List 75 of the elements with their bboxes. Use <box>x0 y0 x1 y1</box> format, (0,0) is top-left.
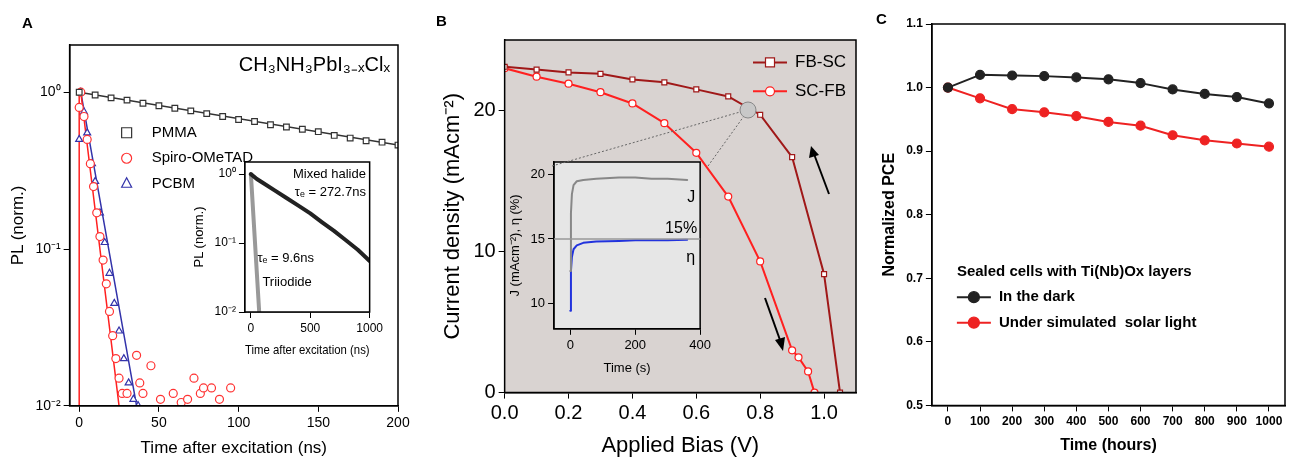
ref-line-label: 15% <box>665 219 698 237</box>
x-tick-label: 0.6 <box>682 401 711 424</box>
x-tick-label: 400 <box>689 337 712 353</box>
x-tick-label: 0.4 <box>618 401 647 424</box>
y-tick-label: 1.0 <box>906 79 924 94</box>
y-tick-label: 10 <box>530 294 546 310</box>
x-tick-label: 0.2 <box>554 401 583 424</box>
annotation: Mixed halide <box>292 166 366 182</box>
x-tick-label: 0.8 <box>746 401 775 424</box>
x-tick-label: 800 <box>1194 413 1216 428</box>
y-tick-label: 10⁻¹ <box>214 235 236 250</box>
legend-label: Spiro-OMeTAD <box>151 148 254 166</box>
y-tick-label: 10 <box>473 239 496 262</box>
series-label: η <box>686 248 696 266</box>
y-axis-title: PL (norm.) <box>191 206 207 268</box>
x-tick-label: 1000 <box>1255 413 1283 428</box>
x-tick-label: 0 <box>944 413 952 428</box>
x-tick-label: 900 <box>1226 413 1248 428</box>
x-tick-label: 150 <box>306 414 331 431</box>
x-tick-label: 100 <box>970 413 991 428</box>
x-tick-label: 500 <box>1098 413 1119 428</box>
chart-title: C <box>876 10 887 27</box>
chart-title: A <box>22 14 33 31</box>
x-tick-label: 0 <box>566 337 574 353</box>
x-tick-label: 200 <box>1002 413 1023 428</box>
x-tick-label: 700 <box>1162 413 1183 428</box>
legend-label: PMMA <box>151 122 197 140</box>
y-tick-label: 10⁰ <box>218 166 236 181</box>
y-tick-label: 0 <box>484 380 496 403</box>
legend-title: Sealed cells with Ti(Nb)Ox layers <box>956 261 1192 279</box>
legend-label: SC-FB <box>795 81 846 101</box>
x-tick-label: 300 <box>1034 413 1055 428</box>
x-axis-title: Time (s) <box>603 359 651 375</box>
x-tick-label: 100 <box>226 414 251 431</box>
y-tick-label: 15 <box>530 230 546 246</box>
series-label: J <box>687 188 696 206</box>
x-tick-label: 1000 <box>356 320 384 335</box>
y-tick-label: 20 <box>473 98 496 121</box>
x-tick-label: 0 <box>75 414 84 431</box>
legend-label: In the dark <box>998 287 1076 305</box>
y-tick-label: 10⁰ <box>40 83 61 100</box>
x-tick-label: 200 <box>386 414 410 431</box>
y-tick-label: 1.1 <box>906 16 924 31</box>
y-tick-label: 0.5 <box>906 397 924 412</box>
y-tick-label: 20 <box>530 166 546 182</box>
y-axis-title: Current density (mAcm⁻²) <box>439 93 465 340</box>
x-tick-label: 50 <box>151 414 167 431</box>
legend-label: PCBM <box>151 173 195 191</box>
y-tick-label: 10⁻¹ <box>35 239 61 256</box>
y-tick-label: 10⁻² <box>214 304 236 319</box>
x-axis-title: Applied Bias (V) <box>601 431 760 457</box>
x-tick-label: 200 <box>624 337 647 353</box>
y-axis-title: Normalized PCE <box>880 152 898 277</box>
annotation: Triiodide <box>262 274 312 290</box>
y-axis-title: PL (norm.) <box>7 185 27 266</box>
x-tick-label: 600 <box>1130 413 1151 428</box>
x-tick-label: 400 <box>1066 413 1087 428</box>
x-tick-label: 0.0 <box>490 401 519 424</box>
annotation: τₑ = 272.7ns <box>294 184 367 200</box>
x-axis-title: Time (hours) <box>1060 435 1157 453</box>
x-tick-label: 0 <box>247 320 255 335</box>
y-tick-label: 0.8 <box>906 207 924 222</box>
x-tick-label: 1.0 <box>810 401 838 424</box>
legend-label: FB-SC <box>795 52 846 72</box>
annotation: τₑ = 9.6ns <box>257 250 315 266</box>
y-tick-label: 10⁻² <box>35 396 61 413</box>
legend-label: Under simulated solar light <box>998 312 1197 330</box>
x-axis-title: Time after excitation (ns) <box>140 438 328 458</box>
y-axis-title: J (mAcm⁻²), η (%) <box>507 194 523 297</box>
x-axis-title: Time after excitation (ns) <box>244 342 370 357</box>
y-tick-label: 0.9 <box>906 143 924 158</box>
x-tick-label: 500 <box>300 320 321 335</box>
annotation: CH₃NH₃PbI₃₋ₓClₓ <box>238 52 391 75</box>
y-tick-label: 0.7 <box>906 270 924 285</box>
chart-title: B <box>436 12 447 29</box>
